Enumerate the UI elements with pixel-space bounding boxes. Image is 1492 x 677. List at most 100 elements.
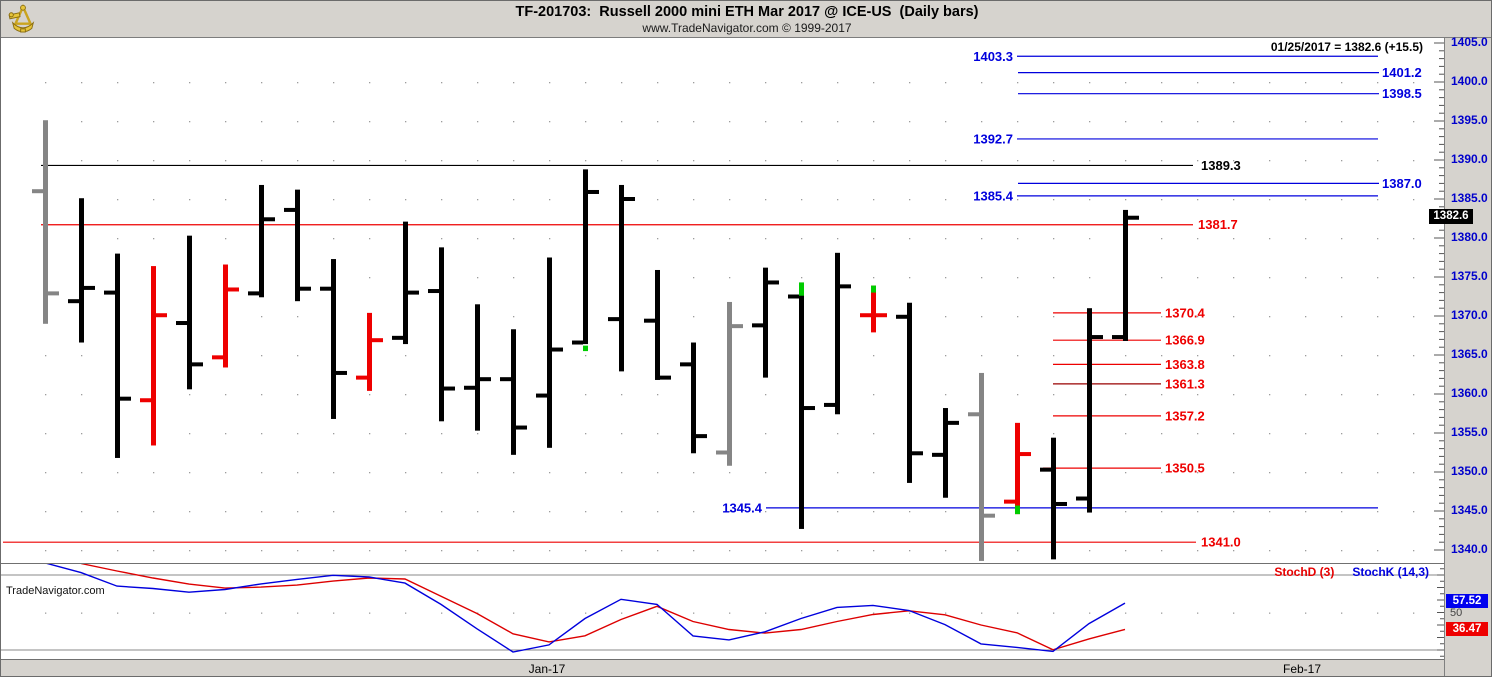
price-axis-label: 1395.0 <box>1451 113 1488 127</box>
ohlc-bar[interactable] <box>752 267 779 378</box>
trade-navigator-logo-icon[interactable] <box>8 4 38 34</box>
price-axis-label: 1360.0 <box>1451 386 1488 400</box>
price-axis-label: 1375.0 <box>1451 269 1488 283</box>
stoch-midline-label: 50 <box>1450 607 1463 619</box>
bar-range <box>943 408 948 498</box>
ohlc-bar[interactable] <box>536 257 563 448</box>
ohlc-bar[interactable] <box>284 189 311 302</box>
open-tick <box>464 385 475 390</box>
open-tick <box>536 393 547 398</box>
ohlc-bar[interactable] <box>140 266 167 446</box>
ohlc-bar[interactable] <box>860 285 887 333</box>
ohlc-bar[interactable] <box>464 304 491 431</box>
open-tick <box>320 286 331 291</box>
close-tick <box>1056 501 1067 506</box>
open-tick <box>572 340 583 345</box>
ohlc-bar[interactable] <box>392 221 419 345</box>
open-tick <box>824 402 835 407</box>
price-level-label: 1381.7 <box>1198 217 1238 232</box>
bar-range <box>979 372 984 561</box>
stochastic-panel-canvas[interactable]: StochD (3) StochK (14,3) <box>1 564 1444 660</box>
ohlc-bar[interactable] <box>68 198 95 343</box>
watermark: TradeNavigator.com <box>6 585 105 597</box>
ohlc-bar[interactable] <box>356 312 383 391</box>
close-tick <box>336 370 347 375</box>
open-tick <box>788 294 799 299</box>
price-axis-label: 1385.0 <box>1451 191 1488 205</box>
open-tick <box>716 450 727 455</box>
ohlc-bar[interactable] <box>896 302 923 483</box>
close-tick <box>480 377 491 382</box>
date-axis[interactable]: Jan-17 Feb-17 <box>1 660 1444 676</box>
bar-range <box>223 264 228 368</box>
price-axis-label: 1380.0 <box>1451 230 1488 244</box>
bar-range <box>259 184 264 298</box>
ohlc-bar[interactable] <box>500 329 527 455</box>
last-price-badge: 1382.6 <box>1429 209 1473 224</box>
price-chart-svg[interactable]: 1403.3 1401.2 1398.5 1392.7 1389.3 1387.0 1385… <box>1 38 1444 563</box>
open-tick <box>896 314 907 319</box>
close-tick <box>768 280 779 285</box>
stochk-legend-label: StochK (14,3) <box>1352 565 1429 579</box>
open-tick <box>428 289 439 294</box>
ohlc-bar[interactable] <box>716 301 743 466</box>
open-tick <box>1040 467 1051 472</box>
bar-range <box>331 259 336 419</box>
close-tick <box>696 434 707 439</box>
bar-range <box>295 189 300 302</box>
ohlc-bar[interactable] <box>572 169 599 352</box>
price-level-label: 1370.4 <box>1165 305 1206 320</box>
price-axis-gutter[interactable]: 1405.0 1400.0 1395.0 1390.0 1385.0 1380.0 1375… <box>1444 35 1491 676</box>
ohlc-bar[interactable] <box>32 120 59 324</box>
ohlc-bar[interactable] <box>788 282 815 529</box>
bar-range <box>511 329 516 455</box>
open-tick <box>1004 499 1015 504</box>
stochastic-svg[interactable] <box>1 564 1444 659</box>
bar-range <box>907 302 912 483</box>
ohlc-bar[interactable] <box>1004 422 1031 515</box>
close-tick <box>552 347 563 352</box>
bar-range <box>547 257 552 448</box>
close-tick <box>48 291 59 296</box>
ohlc-bar[interactable] <box>932 408 959 498</box>
price-level-label: 1392.7 <box>973 131 1013 146</box>
ohlc-bar[interactable] <box>1076 308 1103 513</box>
ohlc-bar[interactable] <box>1112 209 1139 341</box>
open-tick <box>1076 496 1087 501</box>
ohlc-bar[interactable] <box>104 253 131 458</box>
close-tick <box>300 286 311 291</box>
bar-range <box>187 235 192 390</box>
close-tick <box>840 284 851 289</box>
ohlc-bar[interactable] <box>608 184 635 372</box>
stochk-value-badge: 57.52 <box>1446 594 1488 608</box>
bar-range <box>727 301 732 466</box>
ohlc-bar[interactable] <box>320 259 347 419</box>
bar-range <box>1051 437 1056 560</box>
price-level-label: 1403.3 <box>973 49 1013 64</box>
ohlc-bar[interactable] <box>248 184 275 298</box>
price-axis-label: 1370.0 <box>1451 308 1488 322</box>
open-tick <box>644 318 655 323</box>
close-tick <box>516 425 527 430</box>
open-tick <box>680 362 691 367</box>
ohlc-bar[interactable] <box>1040 437 1067 560</box>
ohlc-bar[interactable] <box>824 252 851 415</box>
close-tick <box>732 324 743 329</box>
ohlc-bar[interactable] <box>428 247 455 422</box>
bar-range <box>1087 308 1092 513</box>
price-chart-canvas[interactable]: 1403.3 1401.2 1398.5 1392.7 1389.3 1387.0 1385… <box>1 38 1444 597</box>
bar-range <box>871 285 876 333</box>
close-tick <box>804 406 815 411</box>
close-tick <box>1020 452 1031 457</box>
stoch-grid-dots <box>45 612 1415 614</box>
ohlc-bar[interactable] <box>680 342 707 454</box>
close-tick <box>264 217 275 222</box>
ohlc-bar[interactable] <box>212 264 239 368</box>
chart-subtitle: www.TradeNavigator.com © 1999-2017 <box>642 21 852 35</box>
close-tick <box>984 513 995 518</box>
ohlc-bar[interactable] <box>644 269 671 380</box>
ohlc-bar[interactable] <box>176 235 203 390</box>
bar-range <box>79 198 84 343</box>
ohlc-bar[interactable] <box>968 372 995 561</box>
